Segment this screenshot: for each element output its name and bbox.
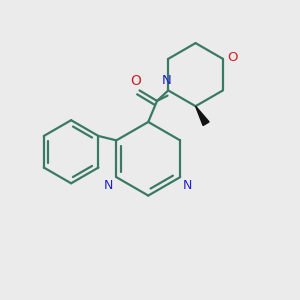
- Text: O: O: [227, 51, 238, 64]
- Text: N: N: [104, 179, 114, 192]
- Text: O: O: [130, 74, 141, 88]
- Text: N: N: [183, 179, 192, 192]
- Text: N: N: [162, 74, 171, 87]
- Polygon shape: [196, 106, 209, 125]
